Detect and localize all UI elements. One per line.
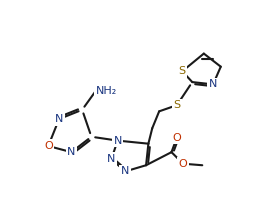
Text: N: N [55, 114, 63, 124]
Text: N: N [113, 136, 122, 146]
Text: O: O [173, 133, 181, 143]
Text: O: O [179, 159, 187, 169]
Text: NH₂: NH₂ [96, 85, 117, 95]
Text: O: O [44, 141, 53, 151]
Text: N: N [209, 79, 217, 89]
Text: N: N [107, 154, 116, 164]
Text: S: S [173, 100, 180, 110]
Text: N: N [121, 166, 130, 176]
Text: N: N [67, 147, 76, 157]
Text: S: S [179, 66, 186, 76]
